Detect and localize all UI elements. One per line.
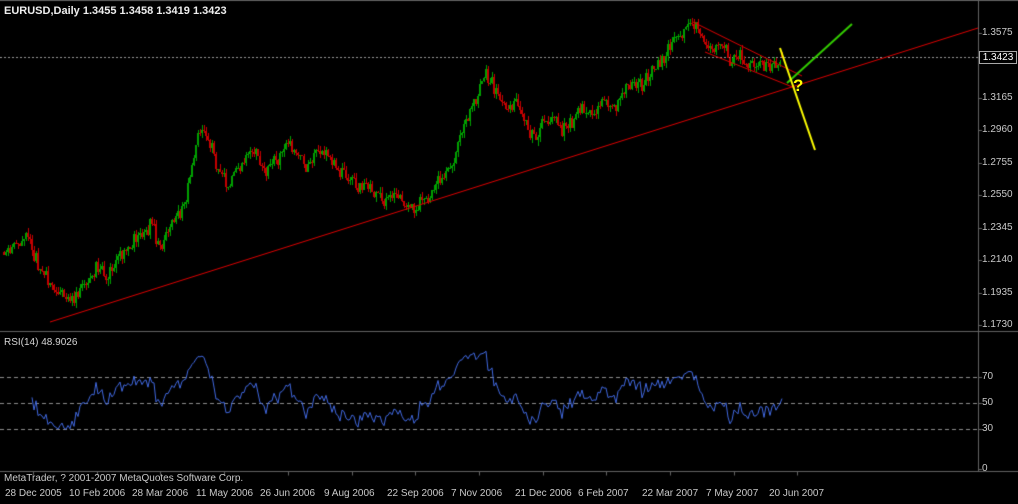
time-axis-label: 26 Jun 2006 [260, 488, 316, 499]
price-axis-label: 1.1935 [982, 287, 1013, 298]
time-axis-label: 21 Dec 2006 [515, 488, 572, 499]
time-axis-label: 7 May 2007 [706, 488, 759, 499]
rsi-axis-label: 0 [982, 463, 988, 474]
current-price-box: 1.3423 [979, 51, 1017, 64]
price-axis-label: 1.2345 [982, 222, 1013, 233]
price-axis-label: 1.1730 [982, 319, 1013, 330]
rsi-indicator-label: RSI(14) 48.9026 [4, 337, 78, 348]
price-axis-label: 1.2550 [982, 189, 1013, 200]
chart-title: EURUSD,Daily 1.3455 1.3458 1.3419 1.3423 [4, 5, 227, 17]
time-axis-label: 7 Nov 2006 [451, 488, 503, 499]
price-axis-label: 1.2140 [982, 254, 1013, 265]
price-axis-label: 1.2755 [982, 157, 1013, 168]
time-axis-label: 10 Feb 2006 [69, 488, 126, 499]
time-axis-label: 11 May 2006 [196, 488, 254, 499]
time-axis-label: 20 Jun 2007 [769, 488, 825, 499]
time-axis-label: 22 Mar 2007 [642, 488, 699, 499]
rsi-axis-label: 50 [982, 397, 994, 408]
time-axis-label: 9 Aug 2006 [324, 488, 375, 499]
price-axis-label: 1.2960 [982, 124, 1013, 135]
price-axis-label: 1.3165 [982, 92, 1013, 103]
rsi-axis-label: 30 [982, 423, 994, 434]
price-chart-area[interactable] [0, 0, 978, 331]
copyright-text: MetaTrader, ? 2001-2007 MetaQuotes Softw… [4, 473, 244, 484]
time-axis-label: 22 Sep 2006 [387, 488, 444, 499]
rsi-axis-label: 70 [982, 371, 994, 382]
rsi-panel-area[interactable] [0, 334, 978, 471]
time-axis-label: 6 Feb 2007 [578, 488, 629, 499]
price-axis-label: 1.3575 [982, 27, 1013, 38]
time-axis-label: 28 Dec 2005 [5, 488, 62, 499]
time-axis-label: 28 Mar 2006 [132, 488, 189, 499]
question-mark-annotation[interactable]: ? [793, 76, 804, 95]
